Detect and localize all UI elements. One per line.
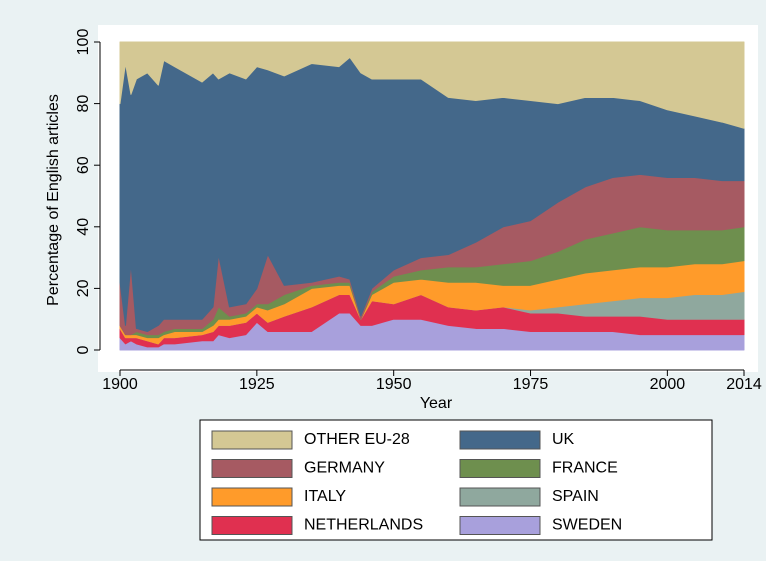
legend-label: ITALY (304, 488, 346, 505)
legend-label: NETHERLANDS (304, 517, 423, 534)
legend-swatch (459, 430, 541, 450)
x-tick-label: 1925 (239, 376, 275, 393)
y-tick-label: 40 (75, 218, 92, 236)
y-tick-label: 100 (75, 29, 92, 56)
x-tick-label: 1950 (376, 376, 412, 393)
legend-swatch (211, 487, 293, 507)
legend-label: SWEDEN (552, 517, 622, 534)
x-tick-label: 1975 (513, 376, 549, 393)
legend-swatch (459, 487, 541, 507)
legend-swatch (211, 516, 293, 535)
legend-swatch (211, 430, 293, 450)
legend-swatch (459, 516, 541, 535)
y-axis-label: Percentage of English articles (45, 94, 62, 306)
y-tick-label: 60 (75, 156, 92, 174)
legend-swatch (459, 459, 541, 478)
y-tick-label: 80 (75, 95, 92, 113)
legend-label: UK (552, 431, 575, 448)
legend-label: FRANCE (552, 460, 618, 477)
x-tick-label: 2000 (650, 376, 686, 393)
legend-label: OTHER EU-28 (304, 431, 410, 448)
x-tick-label: 2014 (726, 376, 762, 393)
legend-swatch (211, 459, 293, 478)
legend-label: GERMANY (304, 460, 385, 477)
x-tick-label: 1900 (102, 376, 138, 393)
legend-label: SPAIN (552, 488, 599, 505)
y-tick-label: 20 (75, 279, 92, 297)
y-tick-label: 0 (75, 345, 92, 354)
x-axis-label: Year (420, 395, 453, 412)
area (119, 41, 745, 129)
